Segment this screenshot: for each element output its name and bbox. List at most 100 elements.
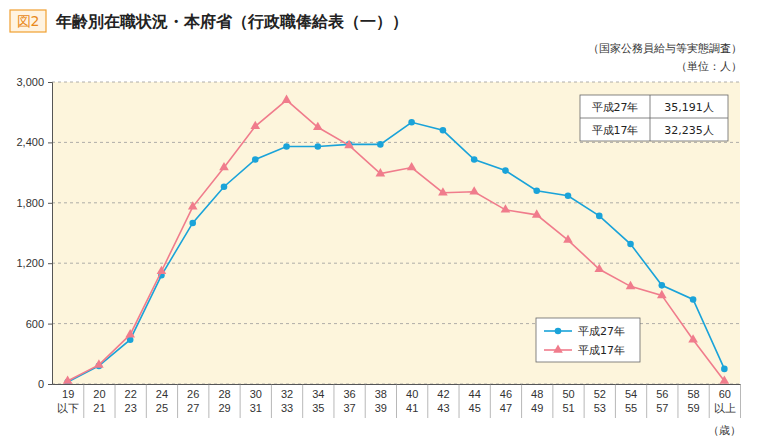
grid bbox=[52, 82, 740, 384]
x-tick-separator bbox=[552, 384, 553, 418]
x-label: （歳） bbox=[708, 424, 741, 437]
x-tick-separator bbox=[177, 384, 178, 418]
series-marker bbox=[219, 162, 229, 170]
x-tick-label-line: 51 bbox=[562, 402, 574, 414]
x-tick-label-line: 44 bbox=[469, 388, 481, 400]
x-tick-label-line: 54 bbox=[625, 388, 637, 400]
series-marker bbox=[313, 122, 323, 130]
table-cell: 平成27年 bbox=[592, 101, 639, 114]
legend-label: 平成17年 bbox=[578, 344, 625, 357]
x-tick: 2223 bbox=[125, 384, 147, 418]
legend-frame bbox=[536, 318, 640, 362]
x-tick: 2627 bbox=[187, 384, 209, 418]
series-marker bbox=[376, 168, 386, 176]
series-marker bbox=[657, 290, 667, 298]
x-tick: 5051 bbox=[562, 384, 584, 418]
y-tick-mark bbox=[48, 142, 52, 143]
legend: 平成27年平成17年 bbox=[536, 318, 640, 362]
x-tick-separator bbox=[302, 384, 303, 418]
x-tick-label: 3031 bbox=[250, 388, 262, 414]
series-marker bbox=[408, 119, 415, 126]
x-tick-label-line: 以下 bbox=[57, 402, 79, 414]
series-marker bbox=[252, 156, 259, 163]
x-tick-label-line: 52 bbox=[594, 388, 606, 400]
x-tick-separator bbox=[115, 384, 116, 418]
y-tick-mark bbox=[48, 82, 52, 83]
series-marker bbox=[440, 127, 447, 134]
x-tick-label: 4647 bbox=[500, 388, 512, 414]
plot-background bbox=[52, 82, 740, 384]
figure-label-group: 図2 bbox=[10, 10, 46, 32]
x-tick-label-line: 以上 bbox=[714, 402, 736, 414]
y-tick-label: 1,200 bbox=[16, 257, 44, 269]
x-tick-separator bbox=[490, 384, 491, 418]
x-tick-separator bbox=[271, 384, 272, 418]
x-tick: 5455 bbox=[625, 384, 647, 418]
x-tick: 3435 bbox=[312, 384, 334, 418]
y-tick-mark bbox=[48, 263, 52, 264]
x-tick-separator bbox=[83, 384, 84, 418]
x-tick-label-line: 19 bbox=[62, 388, 74, 400]
y-tick-label: 0 bbox=[38, 378, 44, 390]
series bbox=[63, 95, 729, 384]
grid-line bbox=[52, 202, 740, 203]
x-tick-label-line: 43 bbox=[437, 402, 449, 414]
x-tick: 2021 bbox=[93, 384, 115, 418]
series-marker bbox=[438, 187, 448, 195]
y-tick-label: 3,000 bbox=[16, 76, 44, 88]
x-tick: 2425 bbox=[156, 384, 178, 418]
grid-line bbox=[52, 142, 740, 143]
x-tick-label-line: 53 bbox=[594, 402, 606, 414]
series-marker bbox=[407, 162, 417, 170]
x-tick-label-line: 24 bbox=[156, 388, 168, 400]
x-tick: 3233 bbox=[281, 384, 303, 418]
figure-label: 図2 bbox=[17, 13, 40, 29]
x-tick: 2829 bbox=[218, 384, 240, 418]
title: 年齢別在職状況・本府省（行政職俸給表（一）） bbox=[55, 12, 408, 31]
series-marker bbox=[188, 201, 198, 209]
series-marker bbox=[377, 141, 384, 148]
x-tick-label: 3637 bbox=[343, 388, 355, 414]
legend-item: 平成17年 bbox=[544, 344, 625, 357]
x-tick: 4849 bbox=[531, 384, 553, 418]
series-marker bbox=[532, 209, 542, 217]
x-tick: 4041 bbox=[406, 384, 428, 418]
x-tick-label: 2627 bbox=[187, 388, 199, 414]
table-cell: 32,235人 bbox=[664, 124, 714, 137]
series-marker bbox=[283, 143, 290, 150]
legend-label: 平成27年 bbox=[578, 325, 625, 338]
x-tick-separator bbox=[365, 384, 366, 418]
x-tick-label: 4243 bbox=[437, 388, 449, 414]
x-tick-label: 2021 bbox=[93, 388, 105, 414]
x-tick-label-line: 60 bbox=[719, 388, 731, 400]
x-tick-label-line: 37 bbox=[343, 402, 355, 414]
table-rule bbox=[650, 95, 651, 141]
x-tick-separator bbox=[146, 384, 147, 418]
x-tick: 3637 bbox=[343, 384, 365, 418]
x-tick-label-line: 38 bbox=[375, 388, 387, 400]
plot-marks bbox=[63, 95, 729, 384]
series-marker bbox=[471, 156, 478, 163]
x-tick-separator bbox=[208, 384, 209, 418]
x-tick: 3839 bbox=[375, 384, 397, 418]
x-tick-label: 3839 bbox=[375, 388, 387, 414]
x-tick-label-line: 31 bbox=[250, 402, 262, 414]
y-tick-label: 600 bbox=[26, 318, 44, 330]
series-marker bbox=[157, 266, 167, 274]
table-rule bbox=[580, 118, 728, 119]
series-marker bbox=[627, 241, 634, 248]
x-tick-label-line: 48 bbox=[531, 388, 543, 400]
series-marker bbox=[594, 264, 604, 272]
x-tick-label-line: 46 bbox=[500, 388, 512, 400]
y-tick: 3,000 bbox=[16, 76, 52, 88]
series-marker bbox=[282, 95, 292, 103]
x-tick: 19 以下 bbox=[57, 384, 84, 418]
x-tick: 5253 bbox=[594, 384, 616, 418]
x-tick-label-line: 33 bbox=[281, 402, 293, 414]
y-tick-mark bbox=[48, 384, 52, 385]
series-marker bbox=[315, 143, 322, 150]
x-tick-label-line: 35 bbox=[312, 402, 324, 414]
source: （国家公務員給与等実態調査） bbox=[588, 42, 742, 55]
x-tick-label: 4849 bbox=[531, 388, 543, 414]
x-tick-separator bbox=[521, 384, 522, 418]
